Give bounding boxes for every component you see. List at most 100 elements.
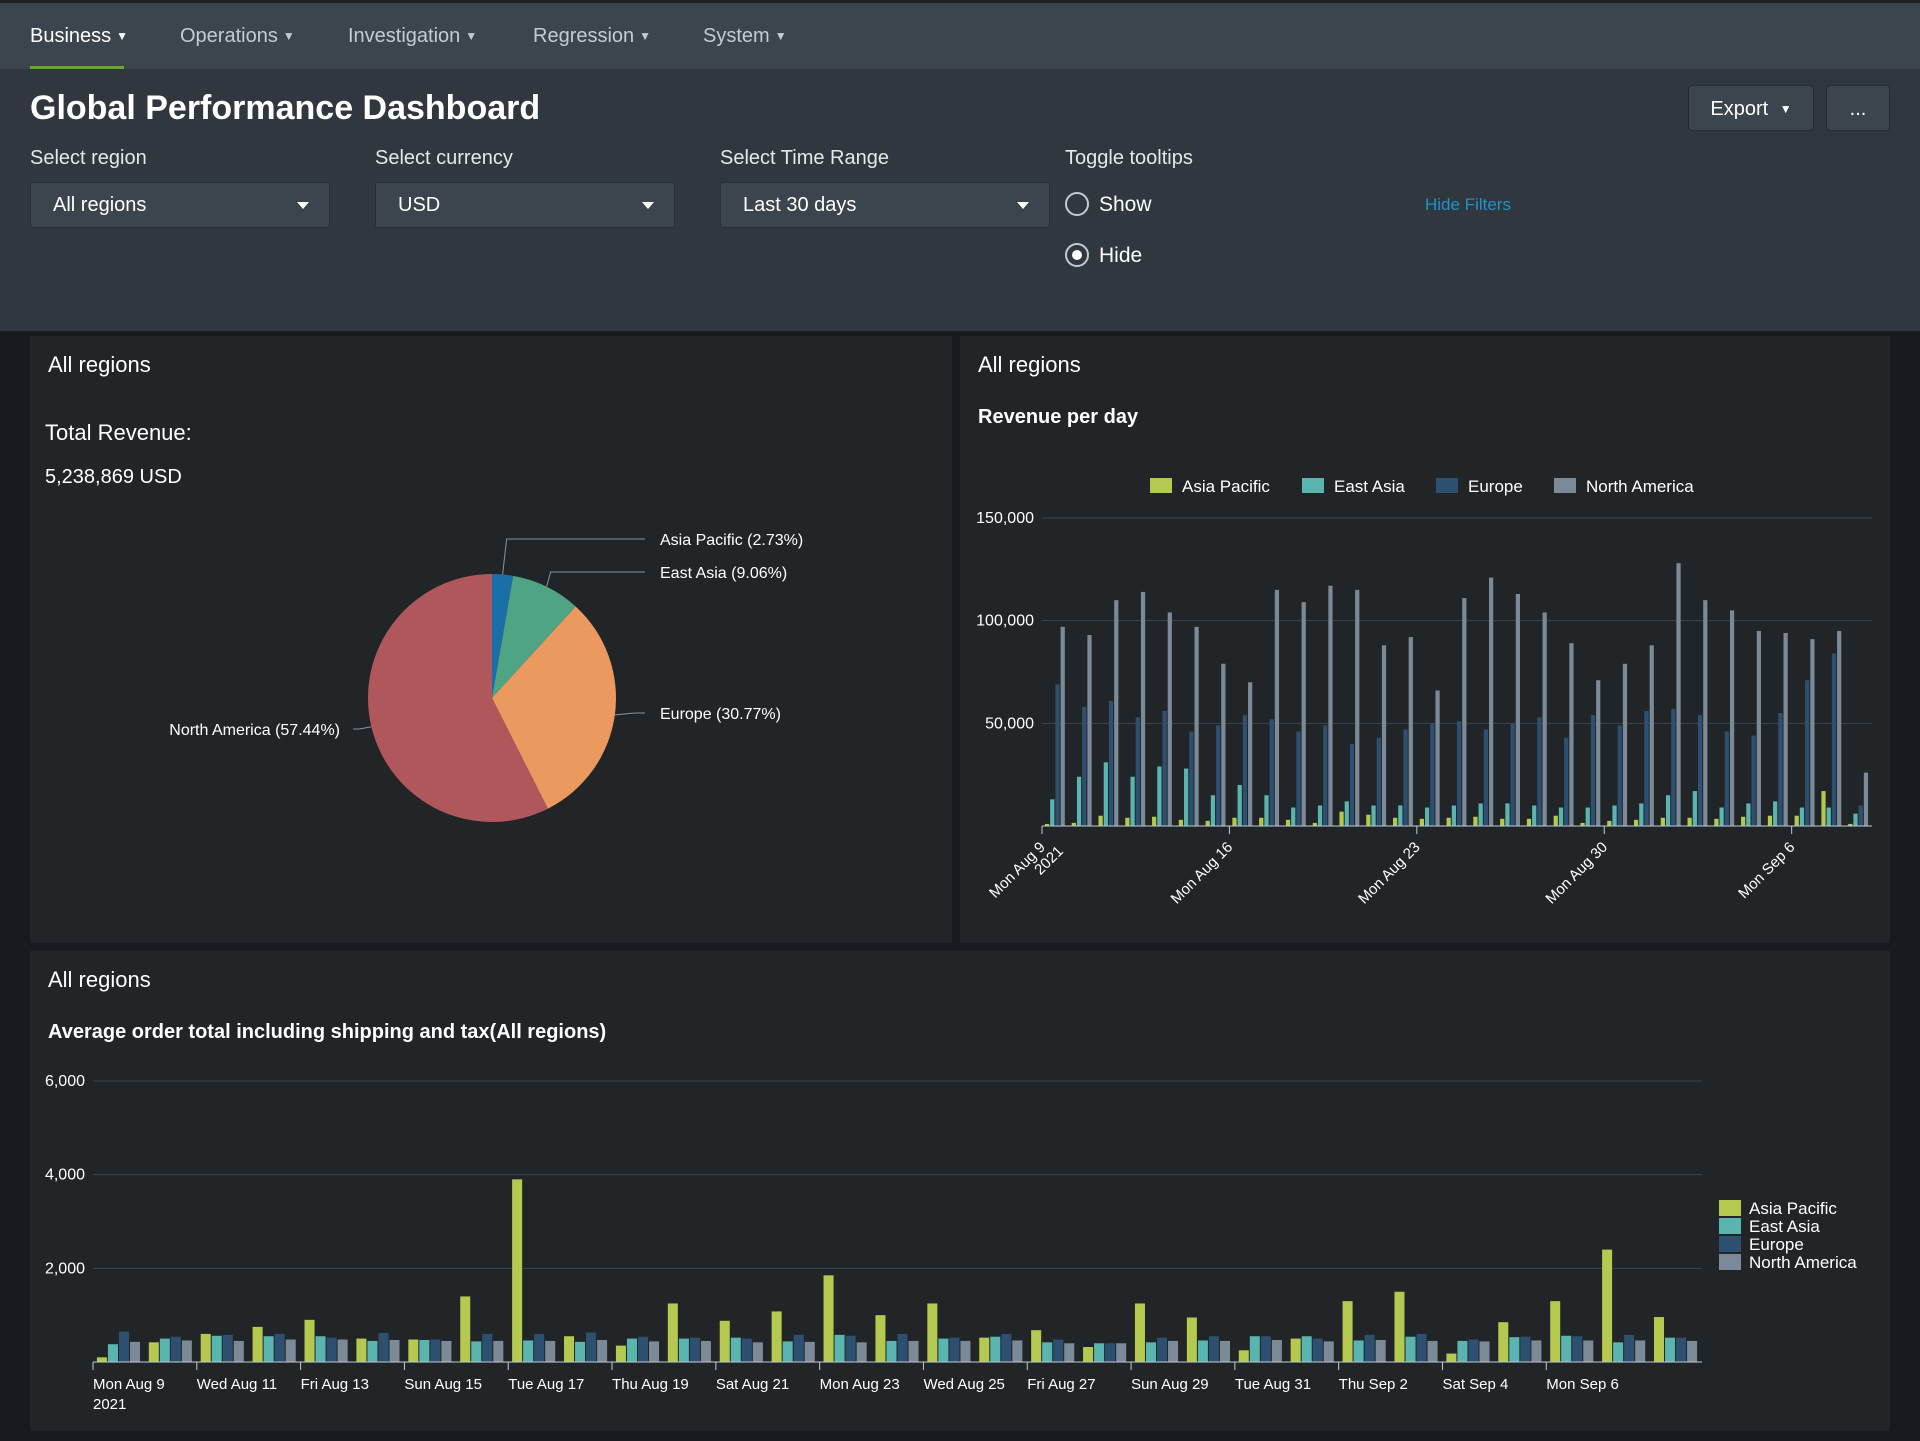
bar-east-asia [575,1341,586,1362]
x-tick-label: Mon Aug 23 [1355,839,1424,908]
bar-east-asia [367,1340,378,1362]
legend-label: Asia Pacific [1182,477,1270,496]
legend-swatch [1436,478,1458,493]
bar-east-asia [1773,801,1778,826]
bar-europe [637,1336,649,1362]
time-range-select[interactable]: Last 30 days [720,182,1050,228]
bar-east-asia [1353,1340,1364,1362]
x-tick-label: Mon Aug 9 [93,1376,165,1393]
more-options-button[interactable]: ... [1826,85,1890,131]
bar-east-asia [1585,807,1590,826]
x-tick-label: Mon Aug 30 [1542,839,1611,908]
bar-north-america [1569,643,1574,826]
legend-swatch [1719,1218,1741,1234]
radio-show[interactable] [1065,192,1089,216]
bar-east-asia [1042,1342,1053,1362]
bar-asia-pacific [1714,818,1719,826]
bar-north-america [337,1339,348,1362]
radio-hide[interactable] [1065,243,1089,267]
bar-north-america [1194,626,1199,826]
bar-north-america [1756,630,1761,826]
bar-east-asia [1076,776,1082,826]
bar-east-asia [1237,784,1242,826]
bar-europe [534,1333,545,1362]
nav-investigation[interactable]: Investigation ▼ [348,3,477,69]
caret-down-icon: ▼ [116,29,129,43]
bar-east-asia [834,1334,845,1362]
nav-regression[interactable]: Regression ▼ [533,3,651,69]
bar-east-asia [1558,807,1564,826]
x-tick-label: Thu Aug 19 [612,1376,689,1393]
nav-system[interactable]: System ▼ [703,3,787,69]
bar-europe [1108,700,1114,826]
bar-east-asia [1612,805,1617,826]
bar-north-america [1219,1340,1230,1362]
bar-europe [1349,743,1355,826]
nav-business[interactable]: Business ▼ [30,3,128,69]
bar-east-asia [1301,1336,1312,1362]
bar-europe [1216,725,1221,826]
bar-east-asia [678,1338,689,1362]
bar-north-america [1168,1340,1179,1362]
bar-asia-pacific [1419,818,1425,826]
bar-east-asia [1613,1342,1624,1362]
x-tick-label: Sat Aug 21 [716,1376,789,1393]
bar-asia-pacific [1848,823,1853,826]
bar-europe [1376,737,1381,826]
bar-asia-pacific [1821,791,1826,826]
x-tick-label: Sun Aug 29 [1131,1376,1209,1393]
radio-hide-label: Hide [1099,244,1143,267]
y-tick-label: 50,000 [985,715,1034,732]
panel-title: All regions [48,352,151,377]
bar-europe [1572,1336,1583,1362]
bar-east-asia [1799,807,1805,826]
nav-operations[interactable]: Operations ▼ [180,3,295,69]
average-order-panel: All regions Average order total includin… [30,951,1890,1431]
bar-north-america [1462,598,1467,826]
bar-asia-pacific [1602,1249,1613,1362]
bar-east-asia [1344,801,1349,826]
bar-asia-pacific [1607,820,1612,826]
bar-asia-pacific [1498,1322,1509,1362]
bar-europe [1624,1334,1635,1362]
bar-east-asia [1457,1340,1468,1362]
bar-north-america [804,1341,815,1362]
region-select[interactable]: All regions [30,182,330,228]
bar-europe [1053,1339,1064,1362]
bar-north-america [700,1340,711,1362]
bar-europe [222,1334,233,1362]
bar-east-asia [1719,807,1724,826]
bar-east-asia [1505,803,1510,826]
bar-east-asia [1478,803,1483,826]
bar-east-asia [1853,813,1858,826]
bar-europe [793,1334,804,1362]
bar-north-america [1837,630,1842,826]
nav-regression-label: Regression [533,25,635,47]
bar-east-asia [523,1340,534,1362]
bar-europe [1269,719,1274,826]
bar-east-asia [1130,776,1135,826]
bar-europe [1590,715,1596,826]
bar-europe [1483,729,1488,826]
bar-east-asia [1746,803,1751,826]
bar-asia-pacific [1446,1353,1457,1362]
bar-europe [326,1337,337,1362]
top-nav: Business ▼ Operations ▼ Investigation ▼ Reg… [0,0,1920,69]
bar-europe [1520,1336,1531,1362]
hide-filters-link[interactable]: Hide Filters [1425,195,1511,214]
bar-europe [118,1331,129,1362]
bar-asia-pacific [1083,1347,1094,1362]
bar-asia-pacific [1553,815,1558,826]
bar-north-america [129,1341,141,1362]
region-select-value: All regions [53,194,147,216]
legend-label: Europe [1468,477,1523,496]
average-order-bar-chart: 2,000 4,000 6,000 Mon Aug 9 2021 Wed Aug 11 Fr… [45,1073,1857,1413]
bar-east-asia [1398,805,1403,826]
bar-europe [1189,731,1194,826]
bar-north-america [1060,626,1065,826]
currency-select[interactable]: USD [375,182,675,228]
bar-asia-pacific [148,1342,159,1362]
bar-asia-pacific [1071,822,1076,826]
export-button[interactable]: Export ▼ [1688,85,1814,131]
bar-europe [689,1337,700,1362]
